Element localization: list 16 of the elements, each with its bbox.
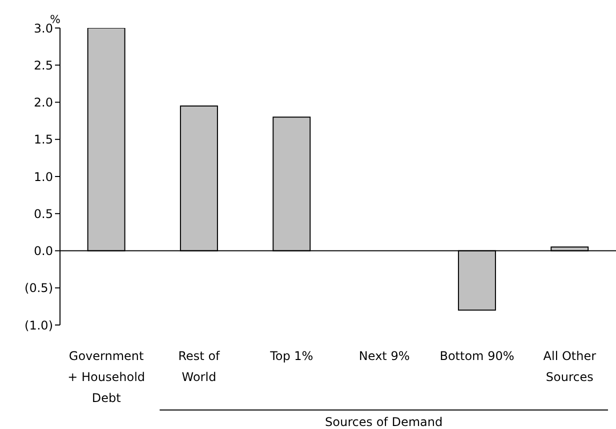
- x-tick-label: All Other Sources: [543, 349, 596, 384]
- x-tick-label: Top 1%: [269, 349, 314, 363]
- x-tick-label: Bottom 90%: [440, 349, 514, 363]
- y-tick-label: 3.0: [34, 21, 53, 36]
- y-tick-label: (0.5): [24, 281, 53, 296]
- y-tick-label: 0.5: [34, 206, 53, 221]
- y-tick-label: 0.0: [34, 244, 53, 258]
- y-tick-label: (1.0): [24, 318, 53, 332]
- y-tick-label: 1.5: [34, 132, 53, 147]
- y-tick-label: 2.5: [34, 58, 53, 72]
- x-tick-label: Next 9%: [358, 349, 410, 363]
- x-axis-title: Sources of Demand: [325, 415, 443, 429]
- y-tick-label: 1.0: [34, 170, 53, 184]
- y-tick-label: 2.0: [34, 96, 53, 110]
- x-tick-label: Government + Household Debt: [68, 349, 146, 405]
- x-tick-label: Rest of World: [178, 349, 221, 384]
